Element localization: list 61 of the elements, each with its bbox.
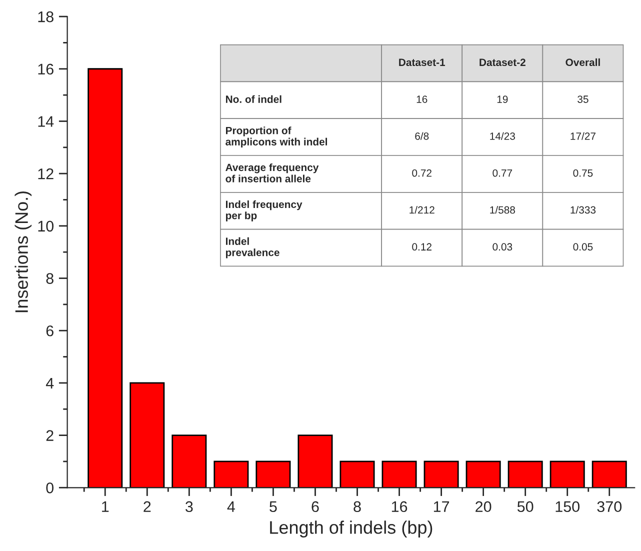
bar <box>592 460 627 488</box>
bar <box>298 434 333 488</box>
annotation: Average frequency of insertion allele <box>226 163 319 182</box>
y-tick-label: 18 <box>38 11 54 22</box>
x-axis-title: Length of indels (bp) <box>270 520 432 538</box>
bar <box>382 460 417 488</box>
x-tick-label: 4 <box>227 501 235 512</box>
annotation: 0.05 <box>573 243 593 251</box>
x-tick-label: 3 <box>186 501 193 512</box>
y-tick-label: 10 <box>38 220 54 232</box>
y-tick-label: 0 <box>46 482 54 494</box>
annotation: 17/27 <box>570 132 596 140</box>
bar <box>88 68 123 488</box>
annotation: 1/212 <box>410 206 434 214</box>
y-tick-label: 2 <box>46 430 54 441</box>
annotation: 1/333 <box>570 206 596 214</box>
annotation: Proportion of amplicons with indel <box>226 126 328 148</box>
annotation: Dataset-2 <box>480 58 526 66</box>
annotation: 16 <box>416 96 428 103</box>
annotation: 1/588 <box>490 206 515 214</box>
bar <box>550 460 585 488</box>
x-tick-label: 6 <box>312 501 319 512</box>
y-tick-label: 16 <box>38 64 54 75</box>
y-tick-label: 8 <box>46 273 54 284</box>
annotation: 0.03 <box>492 243 512 251</box>
bar <box>130 382 165 488</box>
x-tick-label: 8 <box>354 501 361 512</box>
y-tick-label: 4 <box>46 378 54 388</box>
bar <box>424 460 459 488</box>
x-tick-label: 370 <box>597 501 622 512</box>
bar <box>466 460 501 488</box>
y-tick-label: 12 <box>38 168 54 180</box>
bar <box>340 460 375 488</box>
y-tick-label: 6 <box>46 325 54 336</box>
annotation: 0.77 <box>492 169 512 177</box>
y-tick-label: 14 <box>38 116 54 127</box>
x-tick-label: 2 <box>144 501 151 512</box>
annotation: Dataset-1 <box>399 58 446 66</box>
y-axis-title: Insertions (No.) <box>14 191 32 312</box>
x-tick-label: 50 <box>517 501 534 512</box>
annotation: 0.75 <box>573 169 593 177</box>
x-tick-label: 1 <box>102 501 109 512</box>
annotation: 0.72 <box>412 169 432 177</box>
x-tick-label: 17 <box>434 501 450 512</box>
bar <box>508 460 543 488</box>
x-tick-label: 5 <box>270 501 277 512</box>
annotation: No. of indel <box>226 95 282 103</box>
annotation: Indel frequency per bp <box>226 200 302 222</box>
bar <box>256 460 291 488</box>
annotation: 0.12 <box>412 243 432 251</box>
x-tick-label: 150 <box>556 501 580 512</box>
annotation: 19 <box>497 96 508 103</box>
annotation: 14/23 <box>490 132 515 140</box>
bar <box>172 434 207 488</box>
annotation: Indel prevalence <box>226 237 280 258</box>
x-tick-label: 16 <box>392 501 408 512</box>
x-tick-label: 20 <box>476 501 492 512</box>
bar <box>214 460 249 488</box>
annotation: Overall <box>566 58 600 66</box>
annotation: 35 <box>578 96 588 103</box>
annotation: 6/8 <box>415 132 429 140</box>
